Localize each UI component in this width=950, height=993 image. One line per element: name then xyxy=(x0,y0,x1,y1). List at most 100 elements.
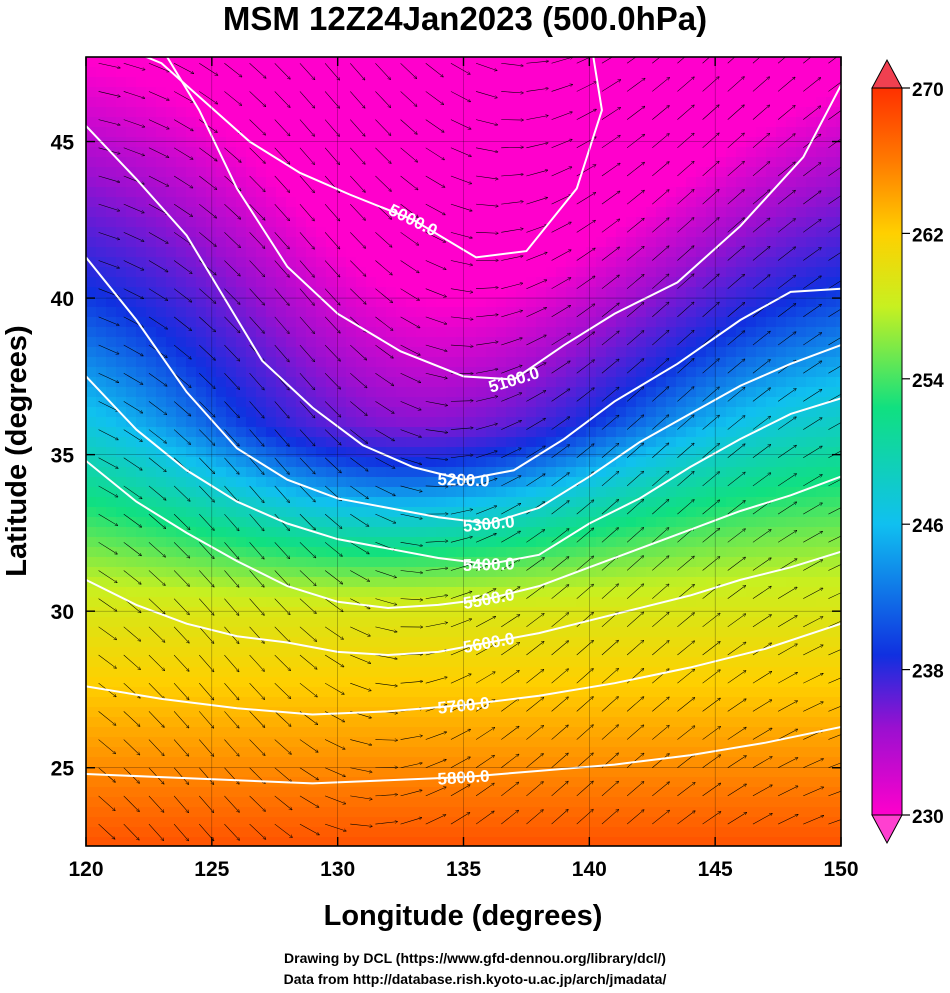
wind-arrow xyxy=(727,813,747,825)
wind-arrow xyxy=(148,316,167,329)
wind-arrow xyxy=(450,674,471,684)
wind-arrow xyxy=(425,372,447,378)
wind-arrow xyxy=(400,91,417,106)
wind-arrow xyxy=(652,190,669,205)
wind-arrow xyxy=(551,725,569,740)
wind-arrow xyxy=(400,203,419,217)
wind-arrow xyxy=(450,232,472,238)
wind-arrow xyxy=(425,541,448,542)
wind-arrow xyxy=(324,739,345,750)
wind-arrow xyxy=(803,163,821,177)
wind-arrow xyxy=(803,78,820,92)
wind-arrow xyxy=(425,677,447,684)
wind-arrow xyxy=(199,767,213,785)
wind-arrow xyxy=(828,422,841,430)
wind-arrow xyxy=(350,682,371,690)
wind-arrow xyxy=(148,457,166,472)
wind-arrow xyxy=(123,626,141,641)
wind-arrow xyxy=(98,175,120,182)
wind-arrow xyxy=(299,175,314,193)
wind-arrow xyxy=(274,570,290,586)
wind-arrow xyxy=(400,599,423,600)
wind-arrow xyxy=(350,232,365,248)
wind-arrow xyxy=(224,795,239,812)
wind-arrow xyxy=(173,485,190,501)
wind-arrow xyxy=(425,175,445,187)
wind-arrow xyxy=(828,649,841,656)
wind-arrow xyxy=(350,457,368,471)
wind-arrow xyxy=(777,134,795,149)
wind-arrow xyxy=(727,161,744,177)
wind-arrow xyxy=(98,598,117,611)
wind-arrow xyxy=(551,473,570,487)
wind-arrow xyxy=(123,203,144,213)
wind-arrow xyxy=(350,288,366,304)
wind-arrow xyxy=(350,513,368,526)
wind-arrow xyxy=(299,542,316,557)
wind-arrow xyxy=(828,450,841,459)
wind-arrow xyxy=(299,260,314,278)
wind-arrow xyxy=(350,260,365,277)
wind-arrow xyxy=(526,446,545,458)
wind-arrow xyxy=(274,344,289,362)
wind-arrow xyxy=(224,683,238,700)
wind-arrow xyxy=(224,232,240,247)
wind-arrow xyxy=(652,500,668,515)
wind-arrow xyxy=(249,147,266,163)
wind-arrow xyxy=(299,232,314,249)
wind-arrow xyxy=(727,218,745,233)
wind-arrow xyxy=(777,190,795,205)
wind-arrow xyxy=(576,584,594,599)
wind-arrow xyxy=(702,161,719,177)
contour-5100 xyxy=(165,57,841,381)
colorbar-tick-label: 254 xyxy=(912,371,944,392)
wind-arrow xyxy=(148,429,166,443)
wind-arrow xyxy=(375,485,395,496)
wind-arrow xyxy=(425,429,448,433)
wind-arrow xyxy=(450,702,471,712)
temperature-field xyxy=(86,57,841,846)
wind-arrow xyxy=(652,302,668,318)
wind-arrow xyxy=(450,401,473,402)
wind-arrow xyxy=(148,739,164,756)
wind-arrow xyxy=(400,344,421,355)
wind-arrow xyxy=(551,139,572,149)
wind-arrow xyxy=(224,654,238,672)
wind-arrow xyxy=(526,782,543,797)
wind-arrow xyxy=(803,816,823,825)
wind-arrow xyxy=(501,448,521,459)
wind-arrow xyxy=(148,260,168,272)
wind-arrow xyxy=(601,275,619,289)
wind-arrow xyxy=(375,598,396,605)
wind-arrow xyxy=(677,726,694,740)
wind-arrow xyxy=(677,641,694,656)
wind-arrow xyxy=(752,813,772,825)
wind-arrow xyxy=(677,359,693,374)
wind-arrow xyxy=(677,415,693,430)
wind-arrow xyxy=(350,823,372,826)
wind-arrow xyxy=(173,739,189,757)
wind-arrow xyxy=(727,246,745,261)
wind-arrow xyxy=(148,63,169,71)
wind-arrow xyxy=(702,444,720,458)
wind-arrow xyxy=(576,612,594,628)
wind-arrow xyxy=(123,401,143,413)
wind-arrow xyxy=(299,288,314,306)
wind-arrow xyxy=(727,472,745,487)
wind-arrow xyxy=(324,260,340,277)
wind-arrow xyxy=(551,57,573,64)
wind-arrow xyxy=(828,280,841,289)
wind-arrow xyxy=(526,391,545,402)
wind-arrow xyxy=(425,91,444,104)
wind-arrow xyxy=(601,303,619,318)
wind-arrow xyxy=(777,389,796,402)
wind-arrow xyxy=(324,682,344,694)
wind-arrow xyxy=(375,288,392,303)
wind-arrow xyxy=(601,80,621,92)
wind-arrow xyxy=(526,252,546,261)
wind-arrow xyxy=(526,170,547,177)
wind-arrow xyxy=(299,682,317,697)
wind-arrow xyxy=(425,595,448,599)
wind-arrow xyxy=(803,219,821,233)
colorbar-tick-label: 270 xyxy=(912,80,944,101)
